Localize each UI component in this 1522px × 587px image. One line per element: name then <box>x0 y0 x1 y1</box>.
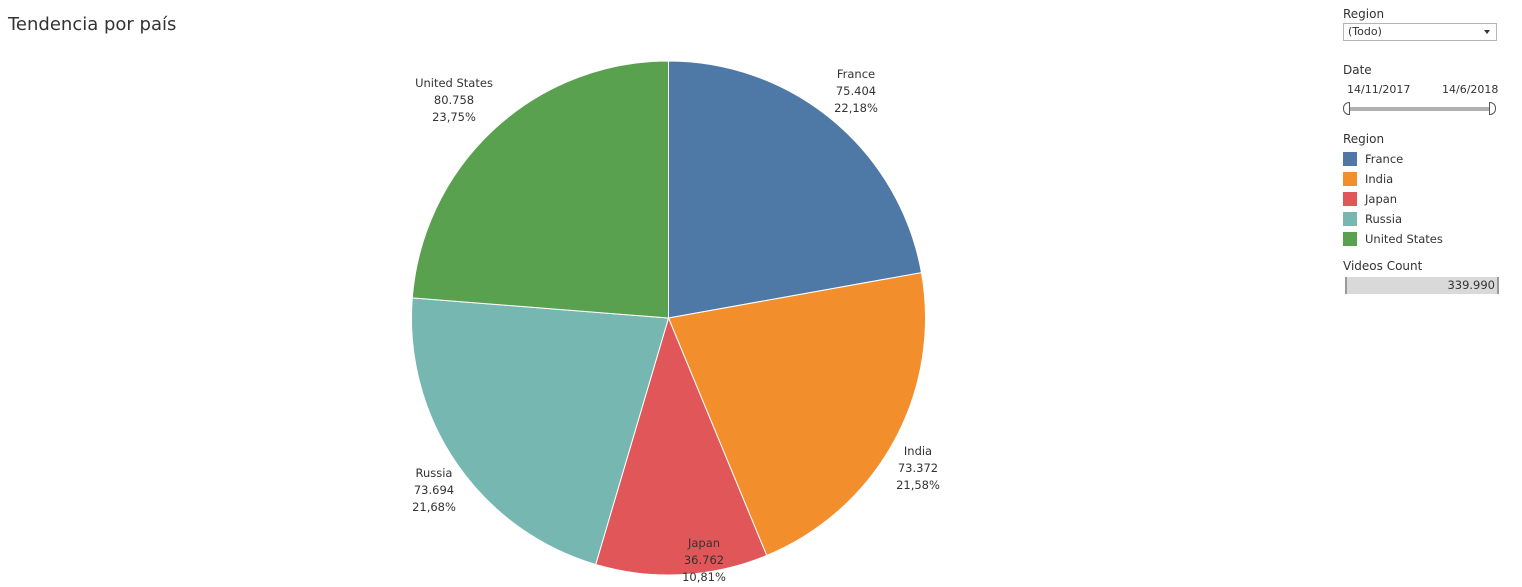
pie-slice-russia[interactable] <box>411 297 670 566</box>
legend-swatch <box>1343 152 1357 166</box>
legend-swatch <box>1343 212 1357 226</box>
date-slider-start-handle[interactable] <box>1343 102 1350 115</box>
region-filter-label: Region <box>1343 7 1385 21</box>
legend-label: Russia <box>1365 212 1402 226</box>
date-end: 14/6/2018 <box>1442 83 1499 96</box>
date-slider-track[interactable] <box>1349 107 1491 111</box>
slice-label-japan: Japan 36.762 10,81% <box>682 535 726 586</box>
legend-swatch <box>1343 192 1357 206</box>
page-title: Tendencia por país <box>8 14 177 35</box>
slice-name: France <box>836 67 876 81</box>
legend-item-russia[interactable]: Russia <box>1343 212 1402 226</box>
legend-label: India <box>1365 172 1394 186</box>
legend-label: United States <box>1365 232 1443 246</box>
slice-label-united-states: United States 80.758 23,75% <box>415 75 493 126</box>
dropdown-arrow-icon <box>1484 30 1490 34</box>
slice-label-india: India 73.372 21,58% <box>896 443 940 494</box>
legend-label: Japan <box>1365 192 1398 206</box>
region-dropdown[interactable]: (Todo) <box>1343 23 1497 41</box>
pie-slice-france[interactable] <box>668 60 923 319</box>
pie-slice-united-states[interactable] <box>411 60 669 319</box>
legend-item-japan[interactable]: Japan <box>1343 192 1397 206</box>
legend-item-united-states[interactable]: United States <box>1343 232 1443 246</box>
legend-swatch <box>1343 232 1357 246</box>
legend-swatch <box>1343 172 1357 186</box>
slice-value: 75.404 <box>835 84 877 98</box>
slice-pct: 22,18% <box>834 101 878 115</box>
date-filter-label: Date <box>1343 63 1372 77</box>
slice-pct: 10,81% <box>682 570 726 584</box>
legend-item-india[interactable]: India <box>1343 172 1393 186</box>
pie-slice-japan[interactable] <box>595 316 768 576</box>
legend-title: Region <box>1343 132 1385 146</box>
slice-name: Japan <box>687 536 721 550</box>
slice-pct: 21,58% <box>896 478 940 492</box>
date-start: 14/11/2017 <box>1347 83 1411 96</box>
slice-name: United States <box>415 76 493 90</box>
legend-item-france[interactable]: France <box>1343 152 1403 166</box>
pie-slice-india[interactable] <box>667 272 926 557</box>
date-slider-end-handle[interactable] <box>1489 102 1496 115</box>
slice-value: 73.372 <box>897 461 939 475</box>
slice-label-russia: Russia 73.694 21,68% <box>412 465 456 516</box>
slice-value: 36.762 <box>683 553 725 567</box>
slice-value: 80.758 <box>433 93 475 107</box>
videos-count-label: Videos Count <box>1343 259 1423 273</box>
legend-label: France <box>1365 152 1404 166</box>
slice-value: 73.694 <box>413 483 455 497</box>
region-dropdown-value: (Todo) <box>1348 25 1382 38</box>
slice-pct: 21,68% <box>412 500 456 514</box>
slice-pct: 23,75% <box>432 110 476 124</box>
slice-label-france: France 75.404 22,18% <box>834 66 878 117</box>
pie-chart <box>411 60 926 576</box>
videos-count-bar: 339.990 <box>1345 277 1499 294</box>
slice-name: Russia <box>415 466 453 480</box>
slice-name: India <box>903 444 933 458</box>
